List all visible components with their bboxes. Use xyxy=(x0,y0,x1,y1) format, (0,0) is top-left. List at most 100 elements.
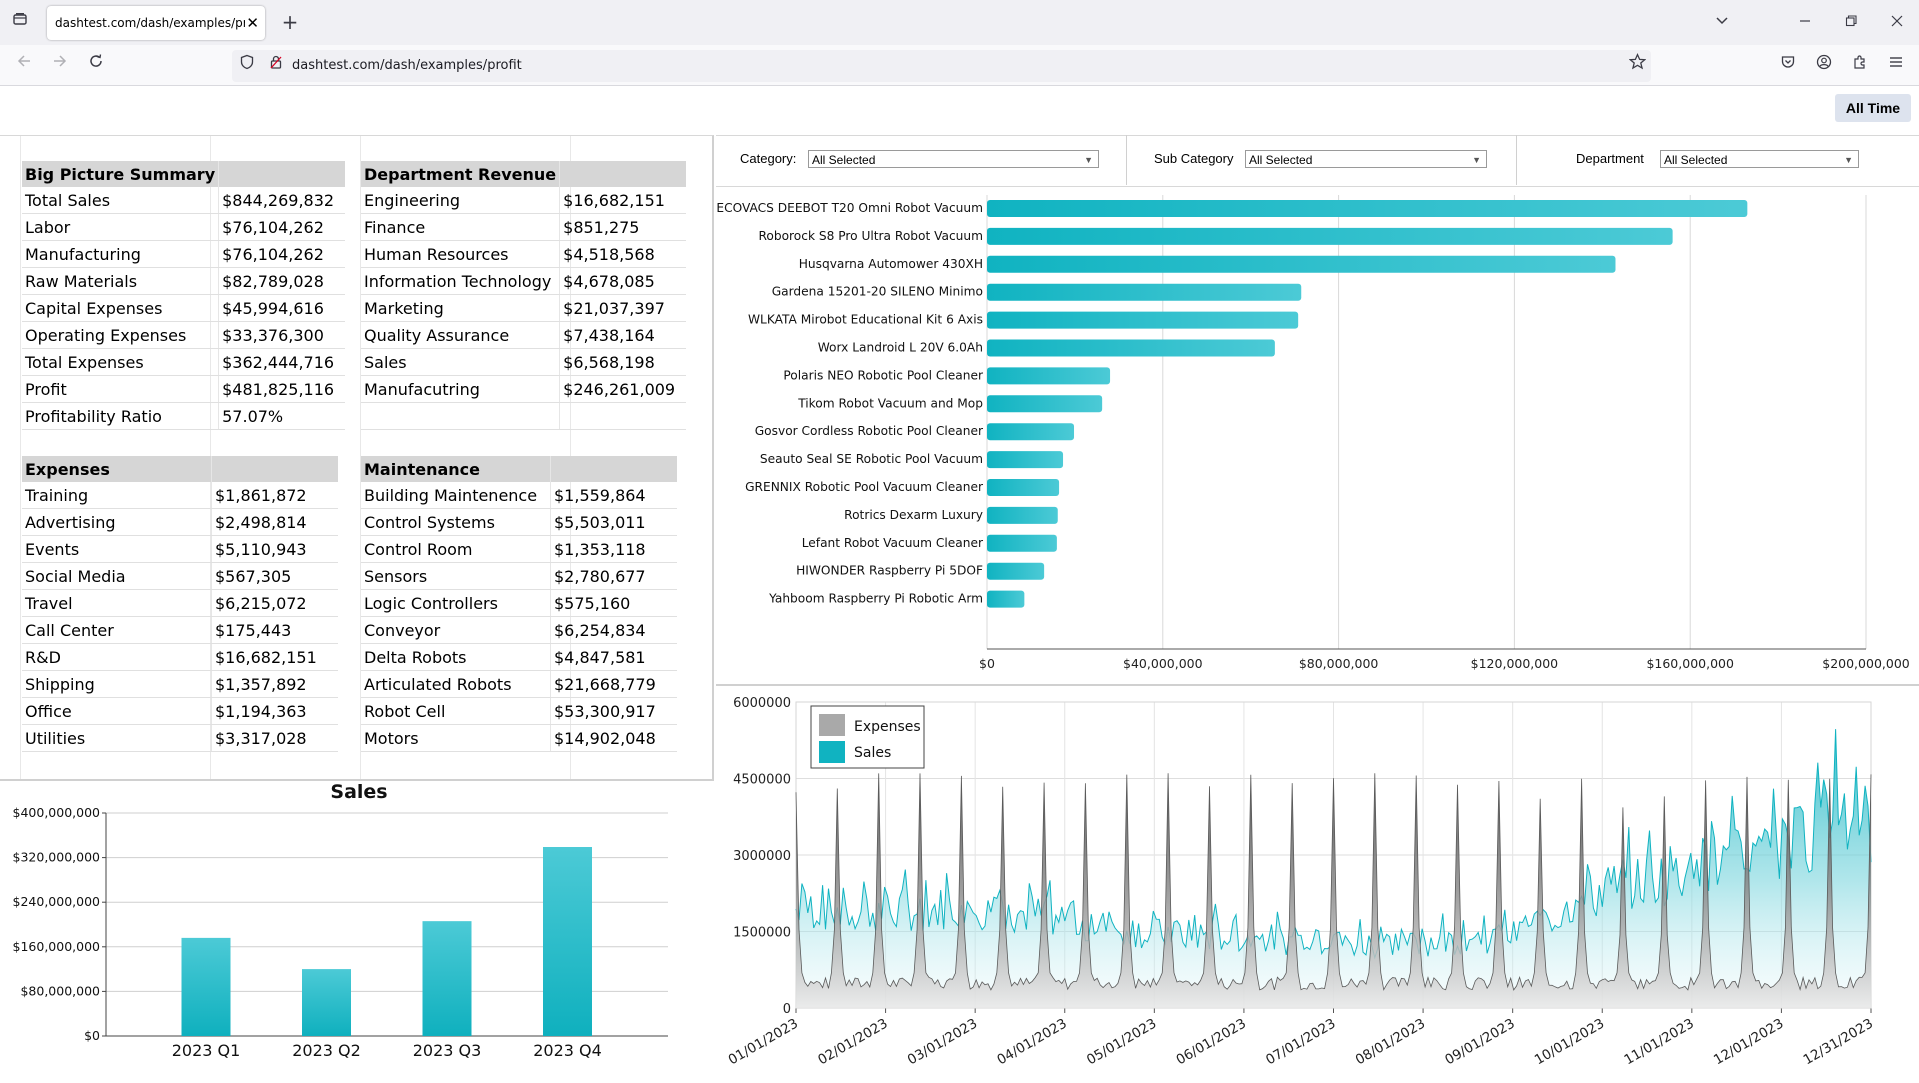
new-tab-icon[interactable]: + xyxy=(281,10,299,34)
category-select[interactable]: All Selected ▼ xyxy=(808,150,1099,168)
table-row: Total Sales $844,269,832 xyxy=(22,187,346,214)
y-tick-label: $320,000,000 xyxy=(13,850,101,865)
category-label: Yahboom Raspberry Pi Robotic Arm xyxy=(768,592,983,606)
table-row: Advertising $2,498,814 xyxy=(22,508,338,536)
category-label: Gosvor Cordless Robotic Pool Cleaner xyxy=(755,424,984,438)
product-sales-bar-chart: $0 $40,000,000 $80,000,000 $120,000,000 $160… xyxy=(716,195,1910,671)
table-row: Labor $76,104,262 xyxy=(22,213,346,241)
row-value: $16,682,151 xyxy=(211,643,338,671)
row-label: Profit xyxy=(22,375,219,403)
row-value: $76,104,262 xyxy=(218,240,346,268)
legend-label-sales: Sales xyxy=(854,745,891,761)
row-label: Marketing xyxy=(361,294,560,322)
tab-list-icon[interactable] xyxy=(8,10,32,34)
table-row: Utilities $3,317,028 xyxy=(22,724,338,752)
category-label: Roborock S8 Pro Ultra Robot Vacuum xyxy=(758,229,983,243)
category-label: Polaris NEO Robotic Pool Cleaner xyxy=(783,368,984,382)
table-row: Shipping $1,357,892 xyxy=(22,670,338,698)
chart-title: Sales xyxy=(330,781,387,803)
category-label: ECOVACS DEEBOT T20 Omni Robot Vacuum xyxy=(716,201,983,215)
row-value: $33,376,300 xyxy=(218,321,346,349)
row-value: $481,825,116 xyxy=(218,375,346,403)
category-label: 2023 Q1 xyxy=(172,1041,241,1060)
sub-category-label: Sub Category xyxy=(1154,151,1234,166)
row-value: $246,261,009 xyxy=(559,375,687,403)
row-value: $53,300,917 xyxy=(550,697,677,725)
filter-divider xyxy=(1126,135,1127,185)
category-label: 2023 Q2 xyxy=(292,1041,361,1060)
table-row: Office $1,194,363 xyxy=(22,697,338,725)
y-tick-label: $240,000,000 xyxy=(13,894,101,909)
shield-icon[interactable] xyxy=(235,53,259,77)
pocket-icon[interactable] xyxy=(1776,53,1800,77)
row-label: Logic Controllers xyxy=(361,589,551,617)
url-bar[interactable] xyxy=(232,50,1651,82)
table-row: Articulated Robots $21,668,779 xyxy=(361,670,677,698)
row-label: Office xyxy=(22,697,212,725)
table-row: Control Room $1,353,118 xyxy=(361,535,677,563)
bar xyxy=(987,339,1275,357)
department-revenue-table: Department Revenue Engineering $16,682,151… xyxy=(361,161,687,430)
forward-icon[interactable] xyxy=(48,52,72,76)
browser-tab[interactable]: dashtest.com/dash/examples/profit ✕ xyxy=(47,6,265,40)
category-label: HIWONDER Raspberry Pi 5DOF xyxy=(796,564,983,578)
row-label: Travel xyxy=(22,589,212,617)
chart-legend: Expenses Sales xyxy=(810,705,925,769)
all-time-button[interactable]: All Time xyxy=(1835,94,1911,122)
extensions-icon[interactable] xyxy=(1848,53,1872,77)
reload-icon[interactable] xyxy=(84,52,108,76)
row-value: 57.07% xyxy=(218,402,346,430)
y-tick-label: $160,000,000 xyxy=(13,939,101,954)
close-icon[interactable] xyxy=(1885,10,1909,34)
close-tab-icon[interactable]: ✕ xyxy=(246,14,259,32)
dropdown-arrow-icon: ▼ xyxy=(1084,155,1093,165)
row-label: Building Maintenence xyxy=(361,482,551,509)
x-tick-label: 09/01/2023 xyxy=(1442,1016,1517,1069)
category-label: GRENNIX Robotic Pool Vacuum Cleaner xyxy=(745,480,984,494)
row-value: $1,194,363 xyxy=(211,697,338,725)
row-label: Control Systems xyxy=(361,508,551,536)
tab-bar xyxy=(0,0,1919,45)
expenses-sales-panel: 0 1500000 3000000 4500000 6000000 01/01/2023 0… xyxy=(716,686,1919,1079)
menu-icon[interactable] xyxy=(1884,53,1908,77)
star-icon[interactable] xyxy=(1625,53,1649,77)
table-row: Call Center $175,443 xyxy=(22,616,338,644)
row-label: Delta Robots xyxy=(361,643,551,671)
y-tick-label: 0 xyxy=(783,1002,791,1017)
back-icon[interactable] xyxy=(12,52,36,76)
url-text[interactable]: dashtest.com/dash/examples/profit xyxy=(292,58,522,73)
department-select[interactable]: All Selected ▼ xyxy=(1660,150,1859,168)
x-tick-label: 06/01/2023 xyxy=(1174,1016,1249,1069)
x-tick-label: $120,000,000 xyxy=(1471,656,1559,671)
bar xyxy=(987,534,1057,552)
restore-icon[interactable] xyxy=(1839,10,1863,34)
x-tick-label: 11/01/2023 xyxy=(1621,1016,1696,1069)
row-label: Training xyxy=(22,482,212,509)
table-row: Sensors $2,780,677 xyxy=(361,562,677,590)
row-label: Social Media xyxy=(22,562,212,590)
row-value: $3,317,028 xyxy=(211,724,338,752)
table-header-row: Big Picture Summary xyxy=(22,161,346,187)
row-label: Profitability Ratio xyxy=(22,402,219,430)
sub-category-select[interactable]: All Selected ▼ xyxy=(1245,150,1487,168)
bar xyxy=(987,395,1103,413)
category-label: Rotrics Dexarm Luxury xyxy=(844,508,983,522)
table-row: Capital Expenses $45,994,616 xyxy=(22,294,346,322)
bar xyxy=(987,255,1616,273)
chevron-down-icon[interactable] xyxy=(1710,10,1734,34)
row-label: Raw Materials xyxy=(22,267,219,295)
expenses-table: Expenses Training $1,861,872 Advertising $2,… xyxy=(22,456,338,752)
bar xyxy=(987,311,1299,329)
category-label: Lefant Robot Vacuum Cleaner xyxy=(802,536,984,550)
big-picture-summary-table: Big Picture Summary Total Sales $844,269,8… xyxy=(22,161,346,430)
table-title: Department Revenue xyxy=(361,161,560,187)
table-row: R&D $16,682,151 xyxy=(22,643,338,671)
table-header-row: Expenses xyxy=(22,456,338,482)
row-value: $2,498,814 xyxy=(211,508,338,536)
x-tick-label: 12/01/2023 xyxy=(1711,1016,1786,1069)
bar xyxy=(987,562,1045,580)
account-icon[interactable] xyxy=(1812,53,1836,77)
minimize-icon[interactable] xyxy=(1793,10,1817,34)
x-tick-label: 02/01/2023 xyxy=(815,1016,890,1069)
lock-icon[interactable] xyxy=(264,53,288,77)
